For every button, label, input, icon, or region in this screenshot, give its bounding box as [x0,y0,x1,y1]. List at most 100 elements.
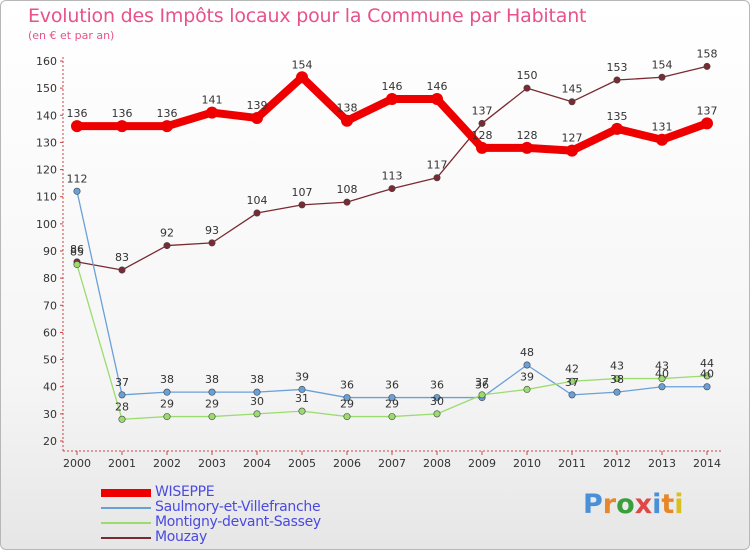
data-label: 85 [70,246,84,259]
data-point [523,361,531,369]
data-point [386,93,398,105]
data-label: 44 [700,357,714,370]
data-label: 36 [475,379,489,392]
data-point [388,413,396,421]
data-point [658,383,666,391]
data-point [703,383,711,391]
data-label: 40 [700,368,714,381]
data-label: 40 [655,368,669,381]
legend-swatch [101,489,151,497]
data-point [251,112,263,124]
data-point [568,377,576,385]
y-tick-label: 130 [36,136,57,149]
data-point [343,198,351,206]
x-tick-label: 2004 [243,457,271,470]
y-tick-label: 120 [36,164,57,177]
y-tick-label: 90 [43,245,57,258]
data-label: 150 [517,69,538,82]
data-label: 43 [610,360,624,373]
data-point [343,394,351,402]
data-label: 107 [292,186,313,199]
data-point [253,410,261,418]
data-point [703,62,711,70]
data-label: 136 [112,107,133,120]
data-point [523,385,531,393]
y-tick-label: 140 [36,109,57,122]
data-label: 38 [205,373,219,386]
data-label: 29 [340,398,354,411]
x-tick-label: 2005 [288,457,316,470]
data-label: 104 [247,194,268,207]
data-point [163,413,171,421]
chart-title: Evolution des Impôts locaux pour la Comm… [28,5,587,27]
logo-letter: i [652,489,662,520]
logo-letter: P [583,489,603,520]
x-tick-label: 2013 [648,457,676,470]
data-label: 38 [250,373,264,386]
y-tick-label: 70 [43,299,57,312]
data-point [341,114,353,127]
data-point [478,119,486,127]
data-label: 30 [430,395,444,408]
data-label: 37 [115,376,129,389]
data-point [613,76,621,84]
data-point [208,239,216,247]
data-point [433,394,441,402]
data-point [206,106,218,119]
data-point [478,391,486,399]
data-label: 146 [382,80,403,93]
y-tick-label: 110 [36,191,57,204]
x-tick-label: 2010 [513,457,541,470]
data-label: 112 [67,172,88,185]
x-tick-label: 2001 [108,457,136,470]
data-point [658,73,666,81]
data-point [658,375,666,383]
data-label: 29 [385,398,399,411]
y-tick-label: 20 [43,435,57,448]
data-point [163,388,171,396]
legend-swatch [101,522,151,524]
data-point [298,407,306,415]
x-tick-label: 2009 [468,457,496,470]
y-tick-label: 150 [36,82,57,95]
y-tick-label: 40 [43,381,57,394]
legend-label: Mouzay [155,529,207,545]
x-tick-label: 2007 [378,457,406,470]
data-point [208,388,216,396]
legend-swatch [101,537,151,539]
data-point [521,141,533,154]
data-label: 131 [652,121,673,134]
x-tick-label: 2000 [63,457,91,470]
data-label: 31 [295,392,309,405]
data-label: 153 [607,61,628,74]
data-label: 108 [337,183,358,196]
data-point [566,144,578,157]
data-label: 36 [430,379,444,392]
data-point [296,71,308,84]
data-label: 38 [160,373,174,386]
data-point [433,174,441,182]
data-point [433,410,441,418]
data-label: 128 [472,129,493,142]
data-label: 30 [250,395,264,408]
data-label: 92 [160,227,174,240]
data-point [298,385,306,393]
x-tick-label: 2014 [693,457,721,470]
x-tick-label: 2012 [603,457,631,470]
x-tick-label: 2008 [423,457,451,470]
data-label: 138 [337,102,358,115]
data-point [611,122,623,135]
data-point [118,391,126,399]
data-point [73,261,81,269]
data-label: 127 [562,132,583,145]
data-point [163,242,171,250]
x-tick-label: 2002 [153,457,181,470]
data-label: 139 [247,99,268,112]
data-label: 158 [697,47,718,60]
data-label: 145 [562,83,583,96]
data-point [208,413,216,421]
y-tick-label: 30 [43,408,57,421]
x-tick-label: 2011 [558,457,586,470]
